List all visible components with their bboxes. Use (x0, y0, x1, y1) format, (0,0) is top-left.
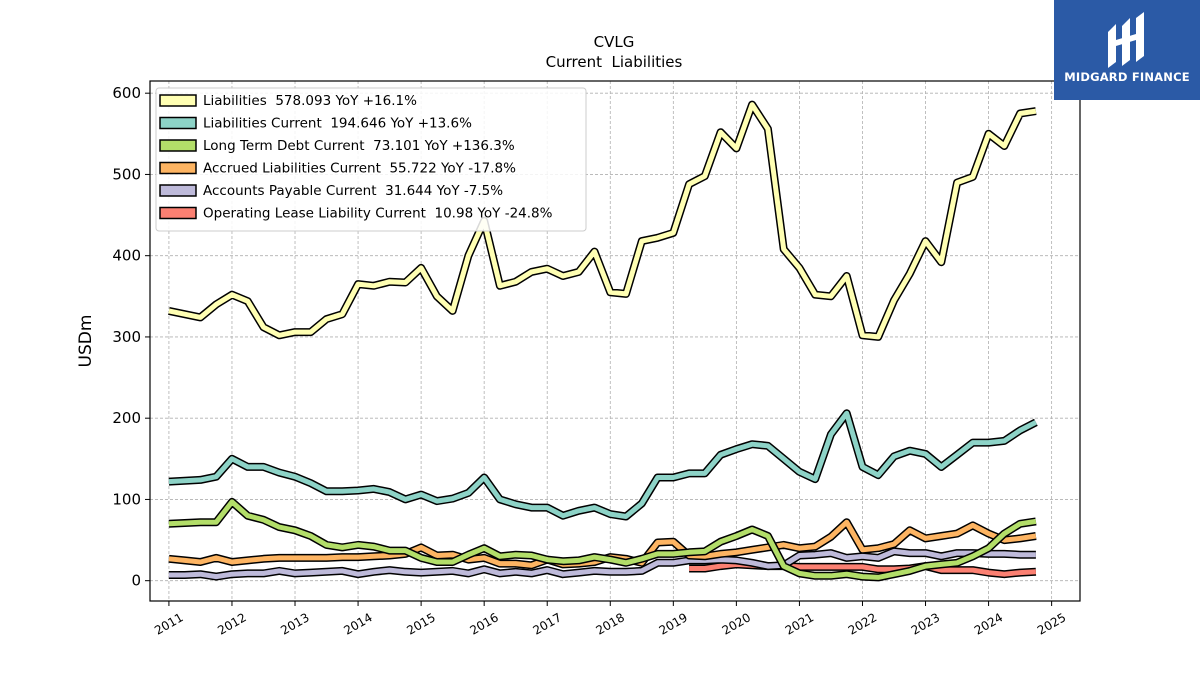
y-tick-label: 300 (112, 328, 141, 346)
y-tick-label: 600 (112, 84, 141, 102)
y-tick-label: 0 (131, 572, 141, 590)
y-tick-label: 200 (112, 409, 141, 427)
series-0 (168, 100, 1037, 341)
series-line (168, 548, 1036, 580)
legend-label: Long Term Debt Current 73.101 YoY +136.3… (203, 138, 515, 154)
legend-item: Accounts Payable Current 31.644 YoY -7.5… (159, 183, 503, 199)
x-tick-label: 2019 (657, 610, 690, 637)
legend-label: Accounts Payable Current 31.644 YoY -7.5… (203, 183, 503, 199)
x-tick-label: 2011 (152, 610, 185, 637)
y-tick-label: 500 (112, 165, 141, 183)
legend-swatch (159, 139, 197, 152)
y-tick-label: 400 (112, 247, 141, 265)
legend-box (155, 87, 587, 232)
x-tick-label: 2023 (909, 610, 942, 637)
series-line (168, 102, 1037, 340)
legend-label: Accrued Liabilities Current 55.722 YoY -… (203, 161, 516, 177)
x-tick-label: 2021 (783, 610, 816, 637)
chart-subtitle: Current Liabilities (546, 53, 683, 71)
legend: Liabilities 578.093 YoY +16.1% Liabilitie… (155, 87, 587, 232)
legend-swatch (159, 184, 197, 197)
legend-swatch (159, 161, 197, 175)
x-tick-label: 2018 (594, 610, 627, 637)
series-2 (168, 497, 1037, 582)
y-tick-label: 100 (112, 490, 141, 508)
chart-title: CVLG (594, 33, 635, 51)
series-4 (168, 547, 1036, 581)
y-axis-label: USDm (76, 315, 96, 368)
x-tick-label: 2020 (720, 610, 753, 637)
x-tick-label: 2024 (972, 610, 1005, 637)
x-tick-label: 2016 (467, 610, 500, 637)
x-tick-label: 2022 (846, 610, 879, 637)
brand-logo: MIDGARD FINANCE (1054, 0, 1200, 100)
series-line (168, 410, 1038, 519)
series-layer (168, 100, 1038, 582)
legend-item: Liabilities 578.093 YoY +16.1% (159, 93, 417, 109)
legend-label: Operating Lease Liability Current 10.98 … (203, 206, 553, 222)
brand-name: MIDGARD FINANCE (1064, 70, 1190, 84)
legend-label: Liabilities Current 194.646 YoY +13.6% (203, 116, 472, 132)
series-outline (168, 409, 1038, 521)
x-tick-label: 2014 (341, 610, 374, 637)
x-tick-label: 2017 (530, 610, 563, 637)
legend-label: Liabilities 578.093 YoY +16.1% (203, 93, 417, 109)
legend-item: Liabilities Current 194.646 YoY +13.6% (159, 116, 472, 132)
legend-item: Long Term Debt Current 73.101 YoY +136.3… (159, 138, 515, 154)
legend-item: Accrued Liabilities Current 55.722 YoY -… (159, 161, 516, 177)
legend-swatch (159, 94, 197, 107)
midgard-logo-icon (1108, 12, 1144, 68)
plot-frame (149, 80, 1081, 602)
legend-swatch (159, 206, 197, 220)
x-tick-label: 2015 (404, 610, 437, 637)
x-tick-label: 2013 (278, 610, 311, 637)
series-1 (168, 409, 1038, 521)
series-line (168, 499, 1037, 580)
x-tick-label: 2012 (215, 610, 248, 637)
x-tick-label: 2025 (1035, 610, 1068, 637)
legend-swatch (159, 116, 197, 130)
legend-item: Operating Lease Liability Current 10.98 … (159, 206, 553, 222)
